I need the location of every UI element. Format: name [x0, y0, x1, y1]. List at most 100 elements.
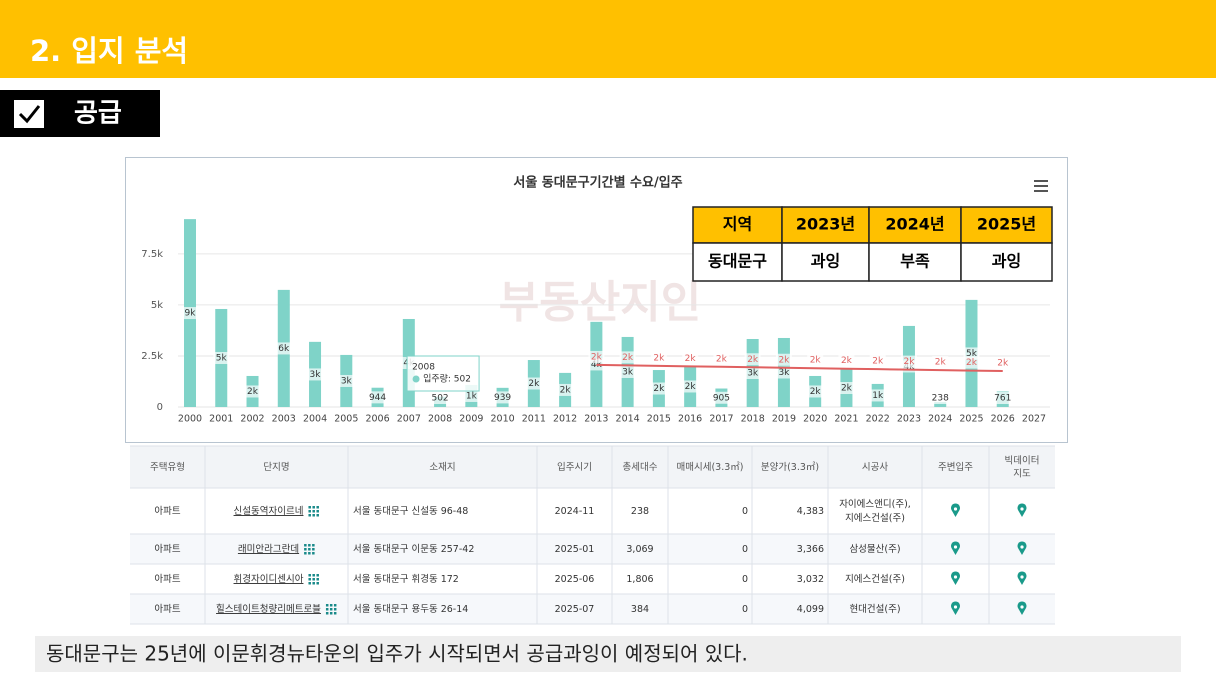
- x-tick-label: 2005: [334, 414, 358, 425]
- line-label-bg: [932, 356, 949, 369]
- table-header: 시공사: [862, 462, 888, 473]
- menu-icon[interactable]: [1034, 180, 1048, 192]
- summary-cell: [960, 242, 1053, 282]
- line-label-bg: [713, 352, 730, 365]
- bar-label: 9k: [185, 309, 197, 319]
- table-cell: 지에스건설(주): [845, 574, 905, 585]
- bar-label-bg: [366, 391, 389, 404]
- bar-label: 3k: [341, 376, 353, 386]
- map-pin-hole: [1020, 605, 1024, 609]
- grid-icon: [329, 608, 333, 611]
- bar-label: 502: [431, 394, 448, 404]
- x-tick-label: 2009: [459, 414, 483, 425]
- table-cell: 3,366: [797, 544, 824, 555]
- table-cell: 238: [631, 506, 649, 517]
- bar-label: 2k: [685, 382, 697, 392]
- line-label: 2k: [810, 356, 822, 366]
- line-label-bg: [994, 357, 1011, 370]
- x-tick-label: 2012: [553, 414, 577, 425]
- y-tick-label: 7.5k: [141, 249, 163, 260]
- map-pin-hole: [953, 605, 958, 609]
- x-tick-label: 2000: [178, 414, 202, 425]
- x-tick-label: 2026: [991, 414, 1015, 425]
- line-label-bg: [619, 351, 636, 364]
- y-tick-label: 5k: [151, 300, 163, 311]
- table-cell: 384: [631, 604, 649, 615]
- x-tick-label: 2020: [803, 414, 827, 425]
- grid-icon: [316, 578, 319, 581]
- map-pin-hole: [953, 507, 958, 511]
- table-header-bg: [130, 446, 1055, 488]
- table-cell: 0: [742, 544, 748, 555]
- table-cell: 0: [742, 604, 748, 615]
- table-cell: 아파트: [154, 506, 180, 517]
- table-header: 단지명: [263, 462, 289, 473]
- y-tick-label: 2.5k: [141, 351, 163, 362]
- table-cell: 서울 동대문구 휘경동 172: [353, 573, 459, 585]
- bar-label: 3k: [747, 368, 759, 378]
- tooltip-dot: [412, 375, 420, 383]
- bar: [934, 402, 947, 407]
- table-cell: 자이에스앤디(주), 지에스건설(주): [839, 499, 911, 524]
- x-tick-label: 2010: [490, 414, 514, 425]
- bar-label: 939: [494, 393, 511, 403]
- table-cell: 2025-07: [555, 604, 595, 615]
- bar-label-bg: [650, 382, 667, 395]
- bar-label: 1k: [872, 391, 884, 401]
- table-cell: 아파트: [154, 544, 180, 555]
- tooltip-title: 2008: [412, 363, 435, 373]
- bar-label: 2k: [247, 387, 259, 397]
- map-pin-hole: [1020, 545, 1024, 549]
- grid-icon: [316, 582, 319, 585]
- table-cell: 3,069: [626, 544, 653, 555]
- bar-label-bg: [710, 391, 733, 404]
- summary-cell: [868, 242, 962, 282]
- bar-label-bg: [307, 368, 324, 381]
- grid-icon: [312, 552, 315, 555]
- grid-icon: [308, 514, 311, 517]
- page-title: 2. 입지 분석: [30, 34, 188, 68]
- grid-icon: [308, 548, 311, 551]
- table-cell: 0: [742, 574, 748, 585]
- table-cell: 아파트: [154, 574, 180, 585]
- summary-value: 과잉: [992, 252, 1021, 271]
- complex-link[interactable]: 힐스테이트청량리메트로블: [216, 603, 321, 615]
- table-cell: 서울 동대문구 이문동 257-42: [353, 544, 474, 555]
- bar-label-bg: [525, 377, 542, 390]
- table-header: 소재지: [429, 462, 455, 473]
- complex-link[interactable]: 휘경자이디센시아: [234, 573, 304, 585]
- table-cell: 아파트: [154, 604, 180, 615]
- grid-icon: [325, 604, 329, 607]
- x-tick-label: 2001: [209, 414, 233, 425]
- x-tick-label: 2019: [772, 414, 796, 425]
- table-cell: 서울 동대문구 용두동 26-14: [353, 604, 468, 615]
- grid-icon: [308, 574, 311, 577]
- bar-label: 2k: [841, 384, 853, 394]
- bar-label: 238: [932, 394, 949, 404]
- grid-icon: [312, 506, 315, 509]
- map-pin-hole: [953, 575, 958, 579]
- grid-icon: [329, 612, 333, 615]
- x-tick-label: 2002: [240, 414, 264, 425]
- table-cell: 2025-06: [555, 574, 595, 585]
- x-tick-label: 2023: [897, 414, 921, 425]
- grid-icon: [308, 582, 311, 585]
- x-tick-label: 2004: [303, 414, 327, 425]
- table-header: 총세대수: [623, 462, 658, 473]
- complex-link[interactable]: 신설동역자이르네: [234, 506, 304, 517]
- complex-link[interactable]: 래미안라그란데: [238, 543, 299, 555]
- line-label: 2k: [966, 358, 978, 368]
- table-header: 입주시기: [557, 461, 592, 473]
- header-bar: [0, 0, 1216, 78]
- table-cell: 4,383: [797, 506, 824, 517]
- x-tick-label: 2003: [272, 414, 296, 425]
- line-label-bg: [775, 353, 792, 366]
- line-label-bg: [650, 351, 667, 364]
- line-label: 2k: [685, 354, 697, 364]
- bar-label-bg: [463, 389, 480, 402]
- bar-label-bg: [991, 392, 1014, 404]
- bar-label: 5k: [966, 349, 978, 359]
- summary-header: 2024년: [885, 215, 944, 234]
